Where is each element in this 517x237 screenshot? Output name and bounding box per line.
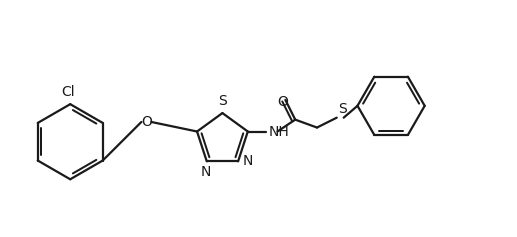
Text: S: S bbox=[218, 94, 227, 108]
Text: O: O bbox=[141, 115, 152, 129]
Text: S: S bbox=[338, 102, 346, 116]
Text: N: N bbox=[201, 165, 211, 179]
Text: NH: NH bbox=[268, 124, 290, 138]
Text: O: O bbox=[277, 95, 288, 109]
Text: Cl: Cl bbox=[62, 85, 75, 99]
Text: N: N bbox=[243, 154, 253, 168]
